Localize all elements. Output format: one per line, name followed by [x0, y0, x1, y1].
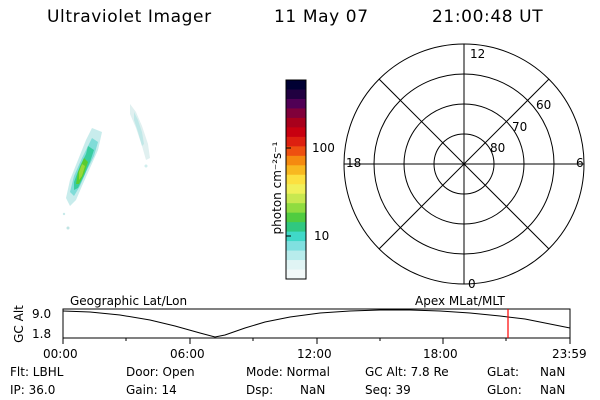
lat-label-60: 60	[536, 98, 552, 112]
date-label: 11 May 07	[274, 7, 369, 27]
colorbar-segment	[286, 222, 306, 233]
colorbar-segment	[286, 241, 306, 252]
lat-label-80: 80	[490, 141, 506, 155]
info-dsp-value: NaN	[300, 383, 326, 397]
lat-label-70: 70	[512, 120, 528, 134]
mlt-label-6: 6	[576, 156, 584, 170]
colorbar-segment	[286, 117, 306, 128]
polar-grid	[343, 43, 585, 285]
orbit-plot	[62, 308, 571, 344]
info-seq: Seq: 39	[365, 383, 411, 397]
colorbar	[285, 79, 307, 280]
orbit-y-tick-bottom: 1.8	[32, 327, 52, 341]
info-glat-label: GLat:	[487, 365, 520, 379]
colorbar-segment	[286, 184, 306, 195]
info-dsp-label: Dsp:	[246, 383, 274, 397]
colorbar-segment	[286, 250, 306, 261]
instrument-title: Ultraviolet Imager	[47, 7, 212, 27]
mlt-label-18: 18	[346, 156, 362, 170]
orbit-right-label: Apex MLat/MLT	[415, 294, 505, 308]
orbit-x-tick-3: 18:00	[423, 347, 458, 361]
colorbar-segment	[286, 146, 306, 157]
colorbar-segment	[286, 127, 306, 138]
info-glon-label: GLon:	[487, 383, 522, 397]
orbit-x-tick-0: 00:00	[43, 347, 78, 361]
colorbar-segment	[286, 203, 306, 214]
info-glat-value: NaN	[540, 365, 566, 379]
colorbar-segment	[286, 108, 306, 119]
info-filter: Flt: LBHL	[10, 365, 64, 379]
colorbar-segment	[286, 212, 306, 223]
colorbar-segment	[286, 165, 306, 176]
colorbar-units-label: photon cm⁻²s⁻¹	[270, 141, 284, 235]
orbit-left-label: Geographic Lat/Lon	[70, 294, 188, 308]
info-ip: IP: 36.0	[10, 383, 56, 397]
aurora-image	[62, 104, 150, 230]
colorbar-segment	[286, 89, 306, 100]
colorbar-segment	[286, 155, 306, 166]
colorbar-segment	[286, 193, 306, 204]
orbit-x-tick-4: 23:59	[552, 347, 587, 361]
colorbar-tick-100: 100	[312, 141, 335, 155]
colorbar-segment	[286, 260, 306, 271]
orbit-x-tick-1: 06:00	[170, 347, 205, 361]
mlt-label-12: 12	[470, 47, 486, 61]
colorbar-segment	[286, 269, 306, 280]
colorbar-segment	[286, 98, 306, 109]
time-label: 21:00:48 UT	[432, 7, 544, 27]
colorbar-segment	[286, 136, 306, 147]
colorbar-tick-10: 10	[314, 229, 330, 243]
info-gain: Gain: 14	[126, 383, 177, 397]
colorbar-segment	[286, 231, 306, 242]
orbit-x-tick-2: 12:00	[297, 347, 332, 361]
info-mode: Mode: Normal	[246, 365, 330, 379]
info-door: Door: Open	[126, 365, 195, 379]
mlt-label-0: 0	[468, 277, 476, 291]
orbit-y-tick-top: 9.0	[32, 307, 52, 321]
info-gc-alt: GC Alt: 7.8 Re	[365, 365, 449, 379]
colorbar-segment	[286, 174, 306, 185]
orbit-y-axis-label: GC Alt	[12, 305, 26, 343]
colorbar-segment	[286, 80, 306, 90]
info-glon-value: NaN	[540, 383, 566, 397]
